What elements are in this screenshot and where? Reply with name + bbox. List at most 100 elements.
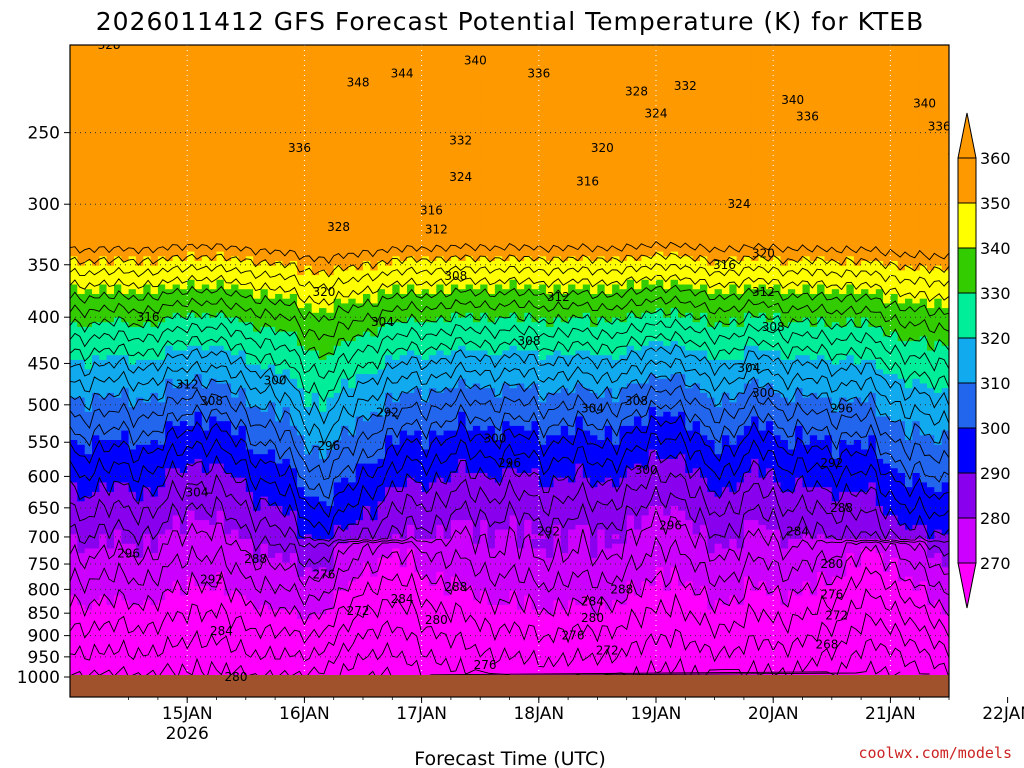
field-cell: [121, 322, 130, 328]
field-cell: [201, 430, 210, 436]
field-cell: [92, 548, 100, 554]
field-cell: [304, 223, 313, 229]
field-cell: [194, 275, 203, 281]
field-cell: [326, 322, 335, 328]
field-cell: [311, 147, 320, 154]
field-cell: [194, 670, 203, 677]
field-cell: [143, 152, 152, 158]
field-cell: [304, 364, 313, 370]
field-cell: [187, 81, 196, 88]
field-cell: [179, 86, 188, 92]
field-cell: [326, 430, 335, 436]
field-cell: [114, 369, 122, 375]
field-cell: [165, 628, 174, 634]
field-cell: [275, 77, 283, 83]
field-cell: [179, 162, 188, 168]
field-cell: [121, 392, 130, 399]
field-cell: [114, 119, 122, 125]
field-cell: [179, 510, 188, 516]
field-cell: [194, 430, 203, 436]
field-cell: [187, 289, 196, 295]
field-cell: [260, 609, 269, 615]
field-cell: [77, 265, 86, 271]
field-cell: [209, 100, 218, 107]
field-cell: [128, 350, 137, 356]
field-cell: [238, 553, 247, 559]
field-cell: [121, 539, 130, 545]
field-cell: [245, 322, 254, 328]
field-cell: [201, 185, 210, 191]
field-cell: [231, 251, 239, 257]
field-cell: [297, 133, 305, 139]
field-cell: [128, 129, 137, 135]
field-cell: [238, 458, 247, 465]
field-cell: [121, 623, 130, 630]
field-cell: [179, 444, 188, 451]
field-cell: [297, 557, 305, 564]
field-cell: [99, 350, 108, 356]
field-cell: [223, 458, 232, 465]
field-cell: [99, 364, 108, 370]
field-cell: [99, 345, 108, 352]
field-cell: [319, 619, 327, 625]
field-cell: [70, 609, 78, 615]
field-cell: [238, 378, 247, 385]
field-cell: [135, 553, 144, 559]
field-cell: [260, 364, 269, 370]
field-cell: [282, 143, 291, 149]
field-cell: [238, 383, 247, 389]
field-cell: [223, 72, 232, 78]
field-cell: [209, 449, 218, 455]
field-cell: [92, 166, 100, 172]
field-cell: [297, 72, 305, 78]
field-cell: [187, 520, 196, 526]
field-cell: [216, 303, 225, 309]
field-cell: [253, 487, 261, 493]
field-cell: [326, 223, 335, 229]
field-cell: [304, 600, 313, 606]
field-cell: [106, 129, 115, 135]
field-cell: [275, 557, 283, 564]
field-cell: [121, 129, 130, 135]
field-cell: [245, 619, 254, 625]
field-cell: [194, 119, 203, 125]
field-cell: [275, 388, 283, 394]
field-cell: [187, 77, 196, 83]
field-cell: [92, 308, 100, 314]
field-cell: [143, 105, 152, 111]
field-cell: [128, 195, 137, 201]
field-cell: [311, 463, 320, 469]
field-cell: [179, 496, 188, 502]
field-cell: [135, 294, 144, 300]
field-cell: [157, 100, 166, 107]
field-cell: [143, 444, 152, 451]
field-cell: [121, 425, 130, 432]
field-cell: [157, 440, 166, 446]
field-cell: [165, 590, 174, 597]
field-cell: [326, 515, 335, 521]
field-cell: [106, 449, 115, 455]
field-cell: [275, 209, 283, 215]
field-cell: [253, 40, 261, 45]
field-cell: [157, 600, 166, 606]
field-cell: [267, 45, 276, 50]
field-cell: [143, 529, 152, 535]
field-cell: [267, 590, 276, 597]
field-cell: [165, 345, 174, 352]
field-cell: [121, 567, 130, 573]
field-cell: [304, 157, 313, 163]
field-cell: [311, 539, 320, 545]
field-cell: [245, 350, 254, 356]
field-cell: [311, 581, 320, 587]
field-cell: [223, 572, 232, 578]
field-cell: [311, 96, 320, 102]
field-cell: [179, 619, 188, 625]
field-cell: [326, 520, 335, 526]
field-cell: [223, 647, 232, 653]
field-cell: [201, 567, 210, 573]
field-cell: [150, 449, 159, 455]
field-cell: [106, 147, 115, 154]
field-cell: [121, 463, 130, 469]
field-cell: [319, 190, 327, 196]
field-cell: [326, 628, 335, 634]
